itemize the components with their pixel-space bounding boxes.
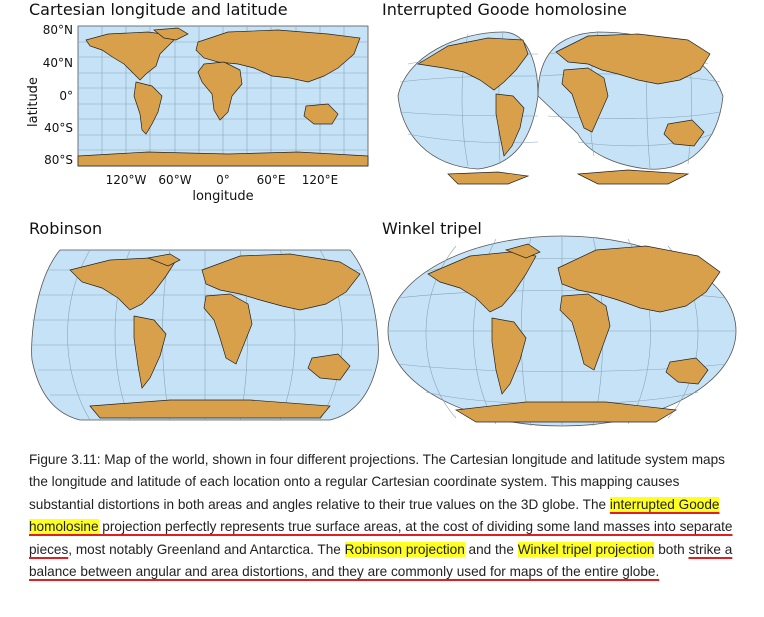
underline-goode-description: projection perfectly represents true sur… — [29, 519, 733, 557]
lat-tick-labels: 80°N 40°N 0° 40°S 80°S — [43, 23, 73, 167]
caption-text: , most notably Greenland and Antarctica.… — [68, 541, 345, 557]
lon-tick-label: 0° — [216, 173, 230, 187]
cartesian-map: latitude 80°N 40°N 0° 40°S 80°S — [26, 23, 369, 204]
robinson-map — [31, 249, 379, 421]
lon-tick-label: 120°E — [302, 173, 339, 187]
lon-tick-label: 60°E — [257, 173, 286, 187]
lat-tick-label: 40°S — [44, 121, 73, 135]
goode-title: Interrupted Goode homolosine — [382, 0, 627, 19]
lat-tick-label: 0° — [59, 89, 73, 103]
goode-map — [397, 31, 724, 185]
goode-land — [416, 33, 711, 185]
winkel-land — [427, 243, 721, 423]
lat-tick-label: 80°N — [43, 23, 73, 37]
lat-tick-label: 40°N — [43, 56, 73, 70]
lon-tick-label: 120°W — [106, 173, 147, 187]
map-frame — [77, 25, 369, 167]
underline-balance-description: strike a balance between angular and are… — [29, 541, 733, 580]
y-axis-label: latitude — [26, 77, 41, 127]
winkel-title: Winkel tripel — [382, 219, 482, 238]
robinson-land — [69, 253, 361, 419]
caption-text: both — [654, 541, 689, 557]
highlight-winkel: Winkel tripel projection — [517, 541, 655, 557]
highlight-robinson: Robinson projection — [344, 541, 465, 557]
figure-caption: Figure 3.11: Map of the world, shown in … — [29, 449, 741, 583]
lat-tick-label: 80°S — [44, 153, 73, 167]
caption-text: Figure 3.11: Map of the world, shown in … — [29, 452, 725, 512]
x-axis-label: longitude — [192, 189, 253, 204]
lon-tick-labels: 120°W 60°W 0° 60°E 120°E — [106, 173, 339, 187]
lon-tick-label: 60°W — [158, 173, 191, 187]
caption-text: and the — [464, 541, 518, 557]
cartesian-title: Cartesian longitude and latitude — [29, 0, 288, 19]
winkel-map — [387, 235, 737, 427]
robinson-title: Robinson — [29, 219, 103, 238]
